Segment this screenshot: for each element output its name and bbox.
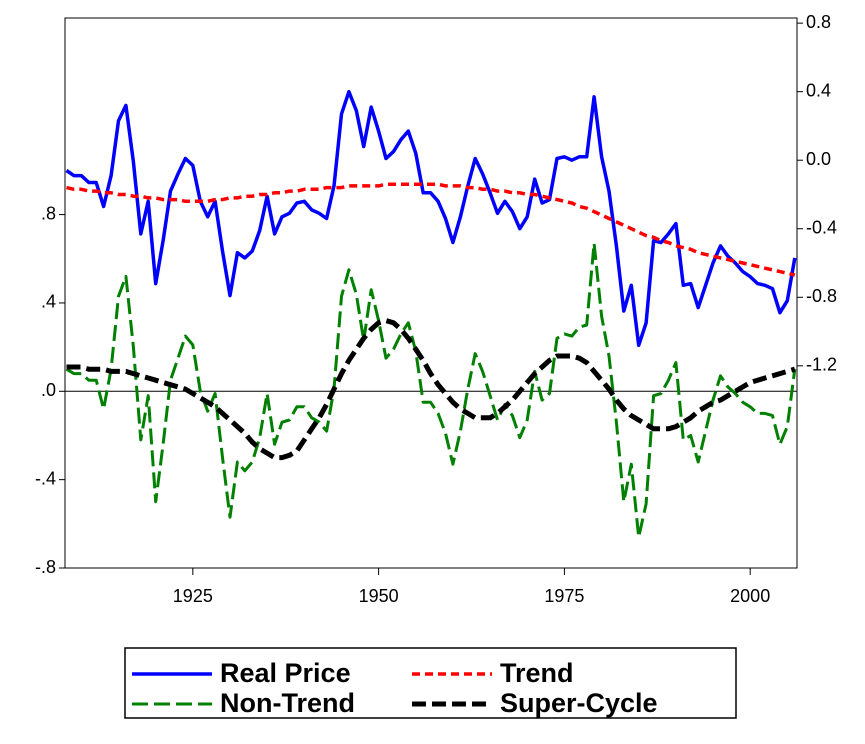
legend-label: Trend [500,658,574,688]
plot-frame [64,17,798,569]
y2-tick-label: 0.0 [806,149,831,169]
y2-tick-label: 0.8 [806,12,831,32]
y2-tick-label: -1.2 [806,355,837,375]
x-tick-label: 2000 [730,586,770,606]
y2-tick-label: -0.4 [806,217,837,237]
legend-box [124,647,737,719]
y2-tick-label: 0.4 [806,80,831,100]
series-line [65,89,797,348]
legend-label: Super-Cycle [500,688,658,718]
y2-tick-label: -0.8 [806,286,837,306]
series-line [65,241,797,539]
y-tick-label: .0 [41,380,56,400]
y-tick-label: -.4 [35,468,56,488]
series-line [66,182,796,277]
y-tick-label: .8 [41,203,56,223]
x-tick-label: 1950 [359,586,399,606]
x-tick-label: 1925 [173,586,213,606]
legend-label: Real Price [220,658,351,688]
y-tick-label: .4 [41,292,56,312]
legend-label: Non-Trend [220,688,355,718]
y-tick-label: -.8 [35,557,56,577]
x-tick-label: 1975 [544,586,584,606]
series-line [66,318,796,461]
